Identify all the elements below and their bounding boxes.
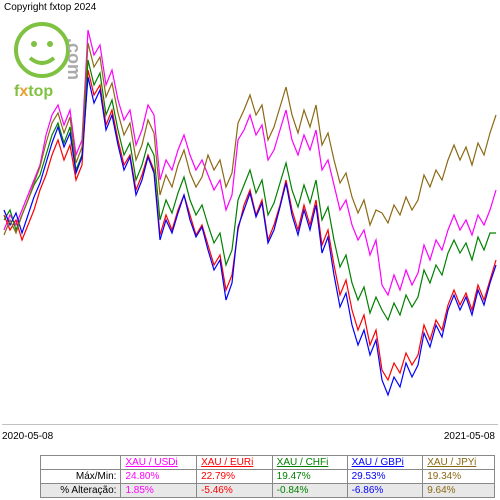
xaxis-start: 2020-05-08 <box>2 431 53 442</box>
copyright-text: Copyright fxtop 2024 <box>4 2 96 13</box>
svg-text:fxtop: fxtop <box>14 83 53 100</box>
series-gbp <box>4 77 496 395</box>
pair-link-gbp[interactable]: XAU / GBPi <box>352 457 404 468</box>
pair-link-eur[interactable]: XAU / EURi <box>201 457 253 468</box>
fxtop-logo: .com fxtop <box>10 18 100 108</box>
cell-jpy: 19.34% <box>423 470 495 484</box>
svg-text:.com: .com <box>64 38 84 80</box>
summary-table: XAU / USDi XAU / EURi XAU / CHFi XAU / GBPi… <box>40 455 495 498</box>
pair-link-usd[interactable]: XAU / USDi <box>125 457 177 468</box>
xaxis-end: 2021-05-08 <box>444 431 495 442</box>
cell-chf: 19.47% <box>272 470 347 484</box>
cell-usd: 1.85% <box>121 484 197 498</box>
cell-usd: 24.80% <box>121 470 197 484</box>
cell-jpy: 9.64% <box>423 484 495 498</box>
row-label: Máx/Min: <box>41 470 121 484</box>
pair-link-chf[interactable]: XAU / CHFi <box>277 457 329 468</box>
pair-link-jpy[interactable]: XAU / JPYi <box>427 457 476 468</box>
row-label: % Alteração: <box>41 484 121 498</box>
cell-eur: 22.79% <box>197 470 273 484</box>
cell-gbp: -6.86% <box>347 484 423 498</box>
cell-eur: -5.46% <box>197 484 273 498</box>
cell-chf: -0.84% <box>272 484 347 498</box>
cell-gbp: 29.53% <box>347 470 423 484</box>
